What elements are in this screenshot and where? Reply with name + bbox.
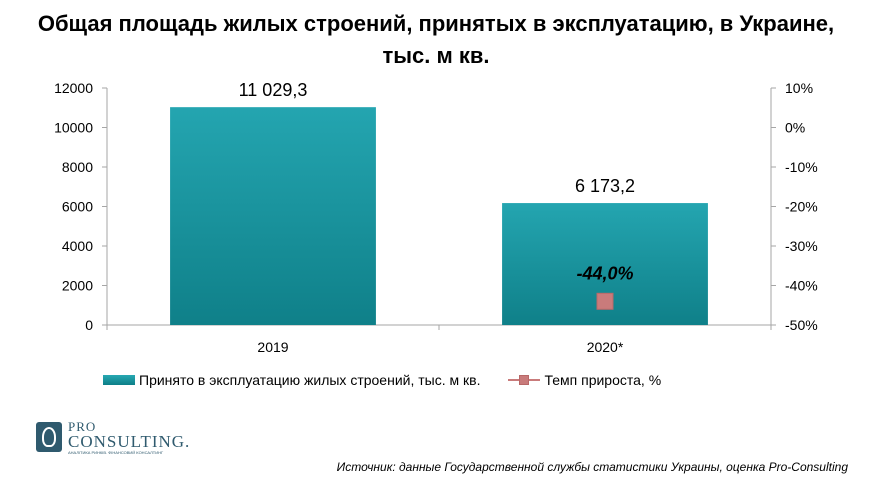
legend: Принято в эксплуатацию жилых строений, т… xyxy=(103,372,689,388)
y-right-tick-label: 10% xyxy=(785,80,813,96)
y-left-tick-label: 12000 xyxy=(54,80,93,96)
legend-line-label: Темп прироста, % xyxy=(544,372,662,388)
y-left-tick-label: 4000 xyxy=(62,238,93,254)
y-right-tick-label: -50% xyxy=(785,317,818,333)
legend-item-line: Темп прироста, % xyxy=(508,372,661,388)
logo-emblem-icon xyxy=(36,422,62,452)
y-right-tick-label: -40% xyxy=(785,278,818,294)
y-right-tick-label: -30% xyxy=(785,238,818,254)
legend-line-swatch xyxy=(508,375,541,385)
bar-2019 xyxy=(170,107,376,325)
y-left-tick-label: 6000 xyxy=(62,199,93,215)
y-right-tick-label: -20% xyxy=(785,199,818,215)
growth-marker xyxy=(596,292,614,310)
x-tick-label: 2019 xyxy=(257,339,288,355)
y-left-tick-label: 2000 xyxy=(62,278,93,294)
pro-consulting-logo: PRO CONSULTING. АНАЛІТИКА РИНКІВ. ФІНАНС… xyxy=(36,418,190,456)
y-left-tick-label: 0 xyxy=(85,317,93,333)
y-left-tick-label: 10000 xyxy=(54,120,93,136)
x-tick-label: 2020* xyxy=(587,339,624,355)
source-note: Источник: данные Государственной службы … xyxy=(336,460,848,474)
logo-line1: PRO xyxy=(68,418,97,434)
logo-tagline: АНАЛІТИКА РИНКІВ. ФІНАНСОВИЙ КОНСАЛТИНГ xyxy=(68,449,164,455)
bar-data-label: 11 029,3 xyxy=(239,80,308,100)
legend-bar-swatch xyxy=(103,375,135,385)
legend-item-bar: Принято в эксплуатацию жилых строений, т… xyxy=(103,372,480,388)
y-right-tick-label: 0% xyxy=(785,120,805,136)
growth-data-label: -44,0% xyxy=(576,263,633,283)
legend-bar-label: Принято в эксплуатацию жилых строений, т… xyxy=(139,372,481,388)
y-left-tick-label: 8000 xyxy=(62,159,93,175)
y-right-tick-label: -10% xyxy=(785,159,818,175)
bar-data-label: 6 173,2 xyxy=(575,176,635,196)
logo-line2: CONSULTING. xyxy=(68,431,191,451)
chart-title: Общая площадь жилых строений, принятых в… xyxy=(37,11,835,68)
